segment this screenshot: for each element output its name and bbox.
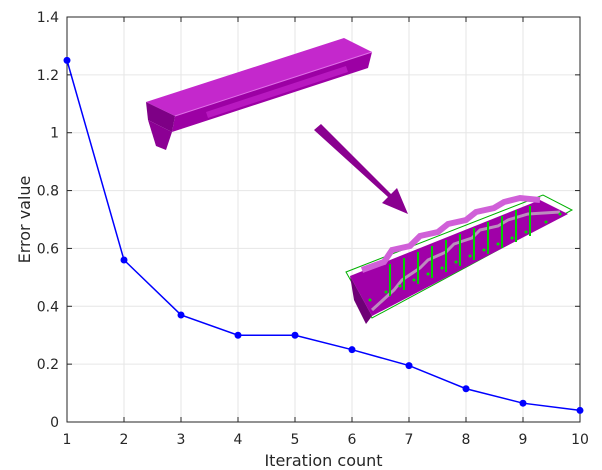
x-axis-label: Iteration count bbox=[264, 451, 382, 470]
data-point bbox=[405, 362, 413, 370]
data-point bbox=[348, 346, 356, 354]
x-tick-label: 8 bbox=[462, 432, 471, 448]
y-axis-label: Error value bbox=[15, 176, 34, 264]
y-tick-label: 1 bbox=[50, 126, 59, 142]
x-axis-ticks: 1 2 3 4 5 6 7 8 9 10 bbox=[63, 17, 589, 448]
x-tick-label: 2 bbox=[120, 432, 129, 448]
x-tick-label: 4 bbox=[234, 432, 243, 448]
y-tick-label: 1.2 bbox=[37, 68, 59, 84]
x-tick-label: 3 bbox=[177, 432, 186, 448]
data-point bbox=[291, 331, 299, 339]
data-point bbox=[462, 385, 470, 393]
data-point bbox=[63, 56, 71, 64]
x-tick-label: 5 bbox=[291, 432, 300, 448]
y-tick-label: 0.8 bbox=[37, 184, 59, 200]
y-axis-ticks: 0 0.2 0.4 0.6 0.8 1 1.2 1.4 bbox=[37, 10, 580, 431]
series-error-value bbox=[63, 56, 584, 414]
arrow-icon bbox=[314, 124, 408, 214]
x-tick-label: 1 bbox=[63, 432, 72, 448]
plot-area-frame bbox=[66, 16, 581, 423]
y-tick-label: 0 bbox=[50, 415, 59, 431]
x-tick-label: 10 bbox=[571, 432, 589, 448]
x-tick-label: 9 bbox=[519, 432, 528, 448]
beam-initial-illustration bbox=[146, 38, 373, 150]
y-tick-label: 1.4 bbox=[37, 10, 59, 26]
y-tick-label: 0.4 bbox=[37, 299, 59, 315]
y-tick-label: 0.2 bbox=[37, 357, 59, 373]
data-point bbox=[519, 399, 527, 407]
y-tick-label: 0.6 bbox=[37, 241, 59, 257]
series-line bbox=[66, 60, 581, 412]
x-tick-label: 6 bbox=[348, 432, 357, 448]
data-point bbox=[576, 406, 584, 414]
data-point bbox=[234, 331, 242, 339]
data-point bbox=[120, 256, 128, 264]
beam-optimized-illustration bbox=[345, 194, 574, 324]
x-tick-label: 7 bbox=[405, 432, 414, 448]
data-point bbox=[177, 311, 185, 319]
